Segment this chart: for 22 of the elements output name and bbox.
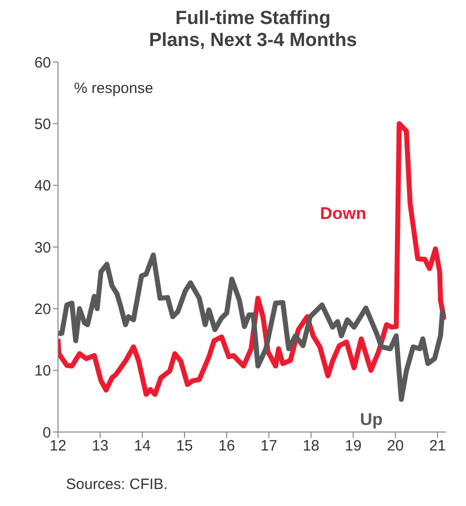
x-tick-label: 12: [50, 438, 66, 455]
x-tick-label: 17: [260, 438, 278, 455]
y-tick-label: 50: [34, 116, 51, 133]
x-tick-label: 20: [387, 438, 404, 455]
x-tick-label: 21: [429, 438, 446, 455]
y-tick-label: 20: [34, 300, 51, 318]
source-note: Sources: CFIB.: [66, 476, 168, 493]
x-tick-label: 15: [176, 438, 193, 455]
x-tick-label: 19: [344, 438, 362, 455]
series-label: Up: [360, 410, 383, 430]
x-tick-label: 18: [302, 438, 320, 455]
y-tick-label: 0: [42, 424, 51, 442]
x-tick-label: 16: [218, 438, 236, 455]
y-axis-title: % response: [74, 80, 154, 97]
y-tick-label: 30: [34, 239, 51, 256]
y-tick-label: 60: [34, 54, 51, 72]
series-label: Down: [320, 204, 366, 224]
y-tick-label: 10: [34, 362, 51, 380]
x-tick-label: 14: [134, 438, 151, 455]
x-tick-label: 13: [92, 438, 109, 455]
chart-title: Full-time Staffing Plans, Next 3-4 Months: [148, 8, 358, 52]
y-tick-label: 40: [34, 178, 51, 195]
